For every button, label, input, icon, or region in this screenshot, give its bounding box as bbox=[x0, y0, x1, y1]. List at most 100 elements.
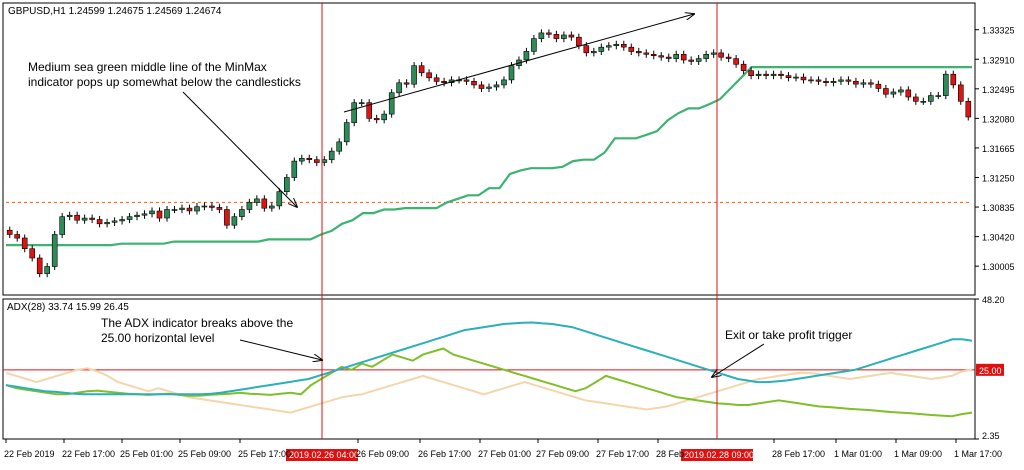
candle-body bbox=[463, 79, 470, 82]
candle-body bbox=[224, 209, 230, 226]
x-tick-label: 26 Feb 09:00 bbox=[356, 449, 409, 459]
price-tick-label: 1.33325 bbox=[982, 26, 1015, 36]
candle-body bbox=[298, 158, 305, 162]
candle-body bbox=[396, 82, 402, 94]
candle-body bbox=[950, 73, 957, 86]
candle-body bbox=[935, 95, 942, 97]
x-tick-label: 26 Feb 17:00 bbox=[418, 449, 471, 459]
candle-body bbox=[703, 53, 710, 59]
candle-body bbox=[860, 82, 867, 85]
candle-body bbox=[658, 55, 665, 58]
x-tick-label: 22 Feb 2019 bbox=[4, 449, 55, 459]
candle-body bbox=[748, 70, 754, 76]
minmax-annotation-line2: indicator pops up somewhat below the can… bbox=[28, 75, 301, 89]
candle-body bbox=[845, 79, 852, 82]
candle-body bbox=[261, 198, 268, 209]
x-tick-label: 27 Feb 09:00 bbox=[536, 449, 589, 459]
candle-body bbox=[785, 75, 792, 78]
candle-body bbox=[164, 209, 170, 219]
candle-body bbox=[673, 53, 680, 59]
candle-body bbox=[531, 38, 537, 52]
candle-body bbox=[688, 59, 695, 62]
candle-body bbox=[501, 79, 507, 86]
candle-body bbox=[313, 159, 320, 163]
level-label: 25.00 bbox=[979, 366, 1002, 376]
price-tick-label: 1.30005 bbox=[982, 262, 1015, 272]
candle-body bbox=[194, 206, 200, 212]
time-marker-label: 2019.02.28 09:00 bbox=[684, 450, 754, 460]
candle-body bbox=[156, 210, 163, 219]
candle-body bbox=[680, 53, 687, 61]
candle-body bbox=[912, 96, 919, 102]
candle-body bbox=[358, 102, 365, 104]
candle-body bbox=[44, 266, 51, 274]
candle-body bbox=[231, 216, 238, 226]
candle-body bbox=[418, 65, 425, 74]
candle-body bbox=[336, 141, 343, 152]
chart-title: GBPUSD,H1 1.24599 1.24675 1.24569 1.2467… bbox=[8, 6, 222, 17]
x-tick-label: 27 Feb 17:00 bbox=[596, 449, 649, 459]
candle-body bbox=[29, 248, 36, 259]
price-tick-label: 1.30835 bbox=[982, 203, 1015, 213]
x-tick-label: 1 Mar 01:00 bbox=[834, 449, 882, 459]
candle-body bbox=[808, 79, 814, 82]
candle-body bbox=[718, 52, 724, 58]
candle-body bbox=[268, 205, 275, 209]
candle-body bbox=[66, 214, 73, 217]
price-tick-label: 1.32910 bbox=[982, 55, 1015, 65]
candle-body bbox=[523, 51, 530, 61]
price-tick-label: 1.31250 bbox=[982, 173, 1015, 183]
candle-body bbox=[605, 45, 612, 48]
candle-body bbox=[875, 83, 882, 89]
candle-body bbox=[291, 160, 298, 178]
candle-body bbox=[254, 198, 260, 203]
candle-body bbox=[620, 43, 627, 48]
candle-body bbox=[246, 202, 253, 210]
adx-tick-label: 48.20 bbox=[982, 295, 1005, 305]
price-tick-label: 1.31665 bbox=[982, 144, 1015, 154]
minmax-annotation-line1: Medium sea green middle line of the MinM… bbox=[28, 60, 267, 74]
time-marker-box bbox=[681, 449, 753, 461]
candle-body bbox=[14, 234, 20, 239]
adx-pane bbox=[2, 298, 976, 440]
x-tick-label: 28 Feb 17:00 bbox=[772, 449, 825, 459]
axis-layer: 1.33325 1.32910 1.32495 1.32080 1.31665 1.312… bbox=[4, 3, 1015, 461]
candle-body bbox=[111, 220, 118, 223]
x-tick-label: 25 Feb 01:00 bbox=[120, 449, 173, 459]
candle-body bbox=[546, 32, 552, 35]
candle-body bbox=[201, 205, 208, 208]
candle-body bbox=[957, 84, 964, 102]
candle-body bbox=[276, 191, 283, 207]
adx-annotation-arrow bbox=[239, 339, 322, 360]
candle-body bbox=[778, 73, 784, 76]
price-tick-label: 1.32080 bbox=[982, 114, 1015, 124]
candle-body bbox=[366, 102, 373, 119]
candle-body bbox=[508, 65, 515, 81]
time-marker-label: 2019.02.26 04:00 bbox=[289, 450, 359, 460]
price-tick-label: 1.30420 bbox=[982, 233, 1015, 243]
candle-body bbox=[590, 51, 597, 54]
candle-body bbox=[134, 214, 140, 217]
candle-body bbox=[239, 209, 245, 217]
candle-body bbox=[613, 43, 620, 46]
candle-body bbox=[403, 82, 410, 85]
candle-body bbox=[51, 234, 58, 267]
candle-body bbox=[36, 257, 43, 274]
candle-body bbox=[283, 177, 290, 192]
candle-body bbox=[576, 36, 582, 47]
candle-body bbox=[710, 52, 717, 55]
price-pane bbox=[2, 2, 976, 296]
candle-body bbox=[830, 81, 837, 84]
candle-body bbox=[89, 217, 95, 220]
candle-body bbox=[411, 65, 417, 85]
x-tick-label: 1 Mar 17:00 bbox=[954, 449, 1002, 459]
candle-body bbox=[793, 76, 799, 79]
x-tick-label: 22 Feb 17:00 bbox=[62, 449, 115, 459]
candle-body bbox=[650, 53, 657, 56]
candle-body bbox=[351, 102, 358, 123]
candle-body bbox=[433, 77, 440, 82]
candle-body bbox=[815, 79, 822, 82]
candle-body bbox=[171, 209, 178, 211]
